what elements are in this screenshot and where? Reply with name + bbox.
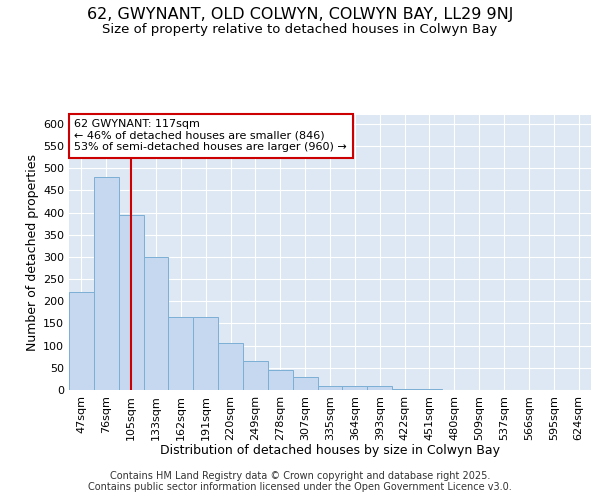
Y-axis label: Number of detached properties: Number of detached properties [26, 154, 39, 351]
Bar [69, 292, 94, 390]
Text: 62, GWYNANT, OLD COLWYN, COLWYN BAY, LL29 9NJ: 62, GWYNANT, OLD COLWYN, COLWYN BAY, LL2… [87, 8, 513, 22]
Bar [343, 386, 367, 390]
Text: Contains HM Land Registry data © Crown copyright and database right 2025.
Contai: Contains HM Land Registry data © Crown c… [88, 471, 512, 492]
Bar [169, 317, 193, 390]
Bar [293, 376, 317, 390]
X-axis label: Distribution of detached houses by size in Colwyn Bay: Distribution of detached houses by size … [160, 444, 500, 457]
Bar [119, 215, 143, 390]
Bar [143, 257, 169, 390]
Bar [317, 386, 343, 390]
Bar [392, 388, 417, 390]
Bar [193, 317, 218, 390]
Bar [367, 386, 392, 390]
Text: 62 GWYNANT: 117sqm
← 46% of detached houses are smaller (846)
53% of semi-detach: 62 GWYNANT: 117sqm ← 46% of detached hou… [74, 119, 347, 152]
Bar [417, 389, 442, 390]
Text: Size of property relative to detached houses in Colwyn Bay: Size of property relative to detached ho… [103, 22, 497, 36]
Bar [218, 344, 243, 390]
Bar [268, 370, 293, 390]
Bar [94, 177, 119, 390]
Bar [243, 361, 268, 390]
